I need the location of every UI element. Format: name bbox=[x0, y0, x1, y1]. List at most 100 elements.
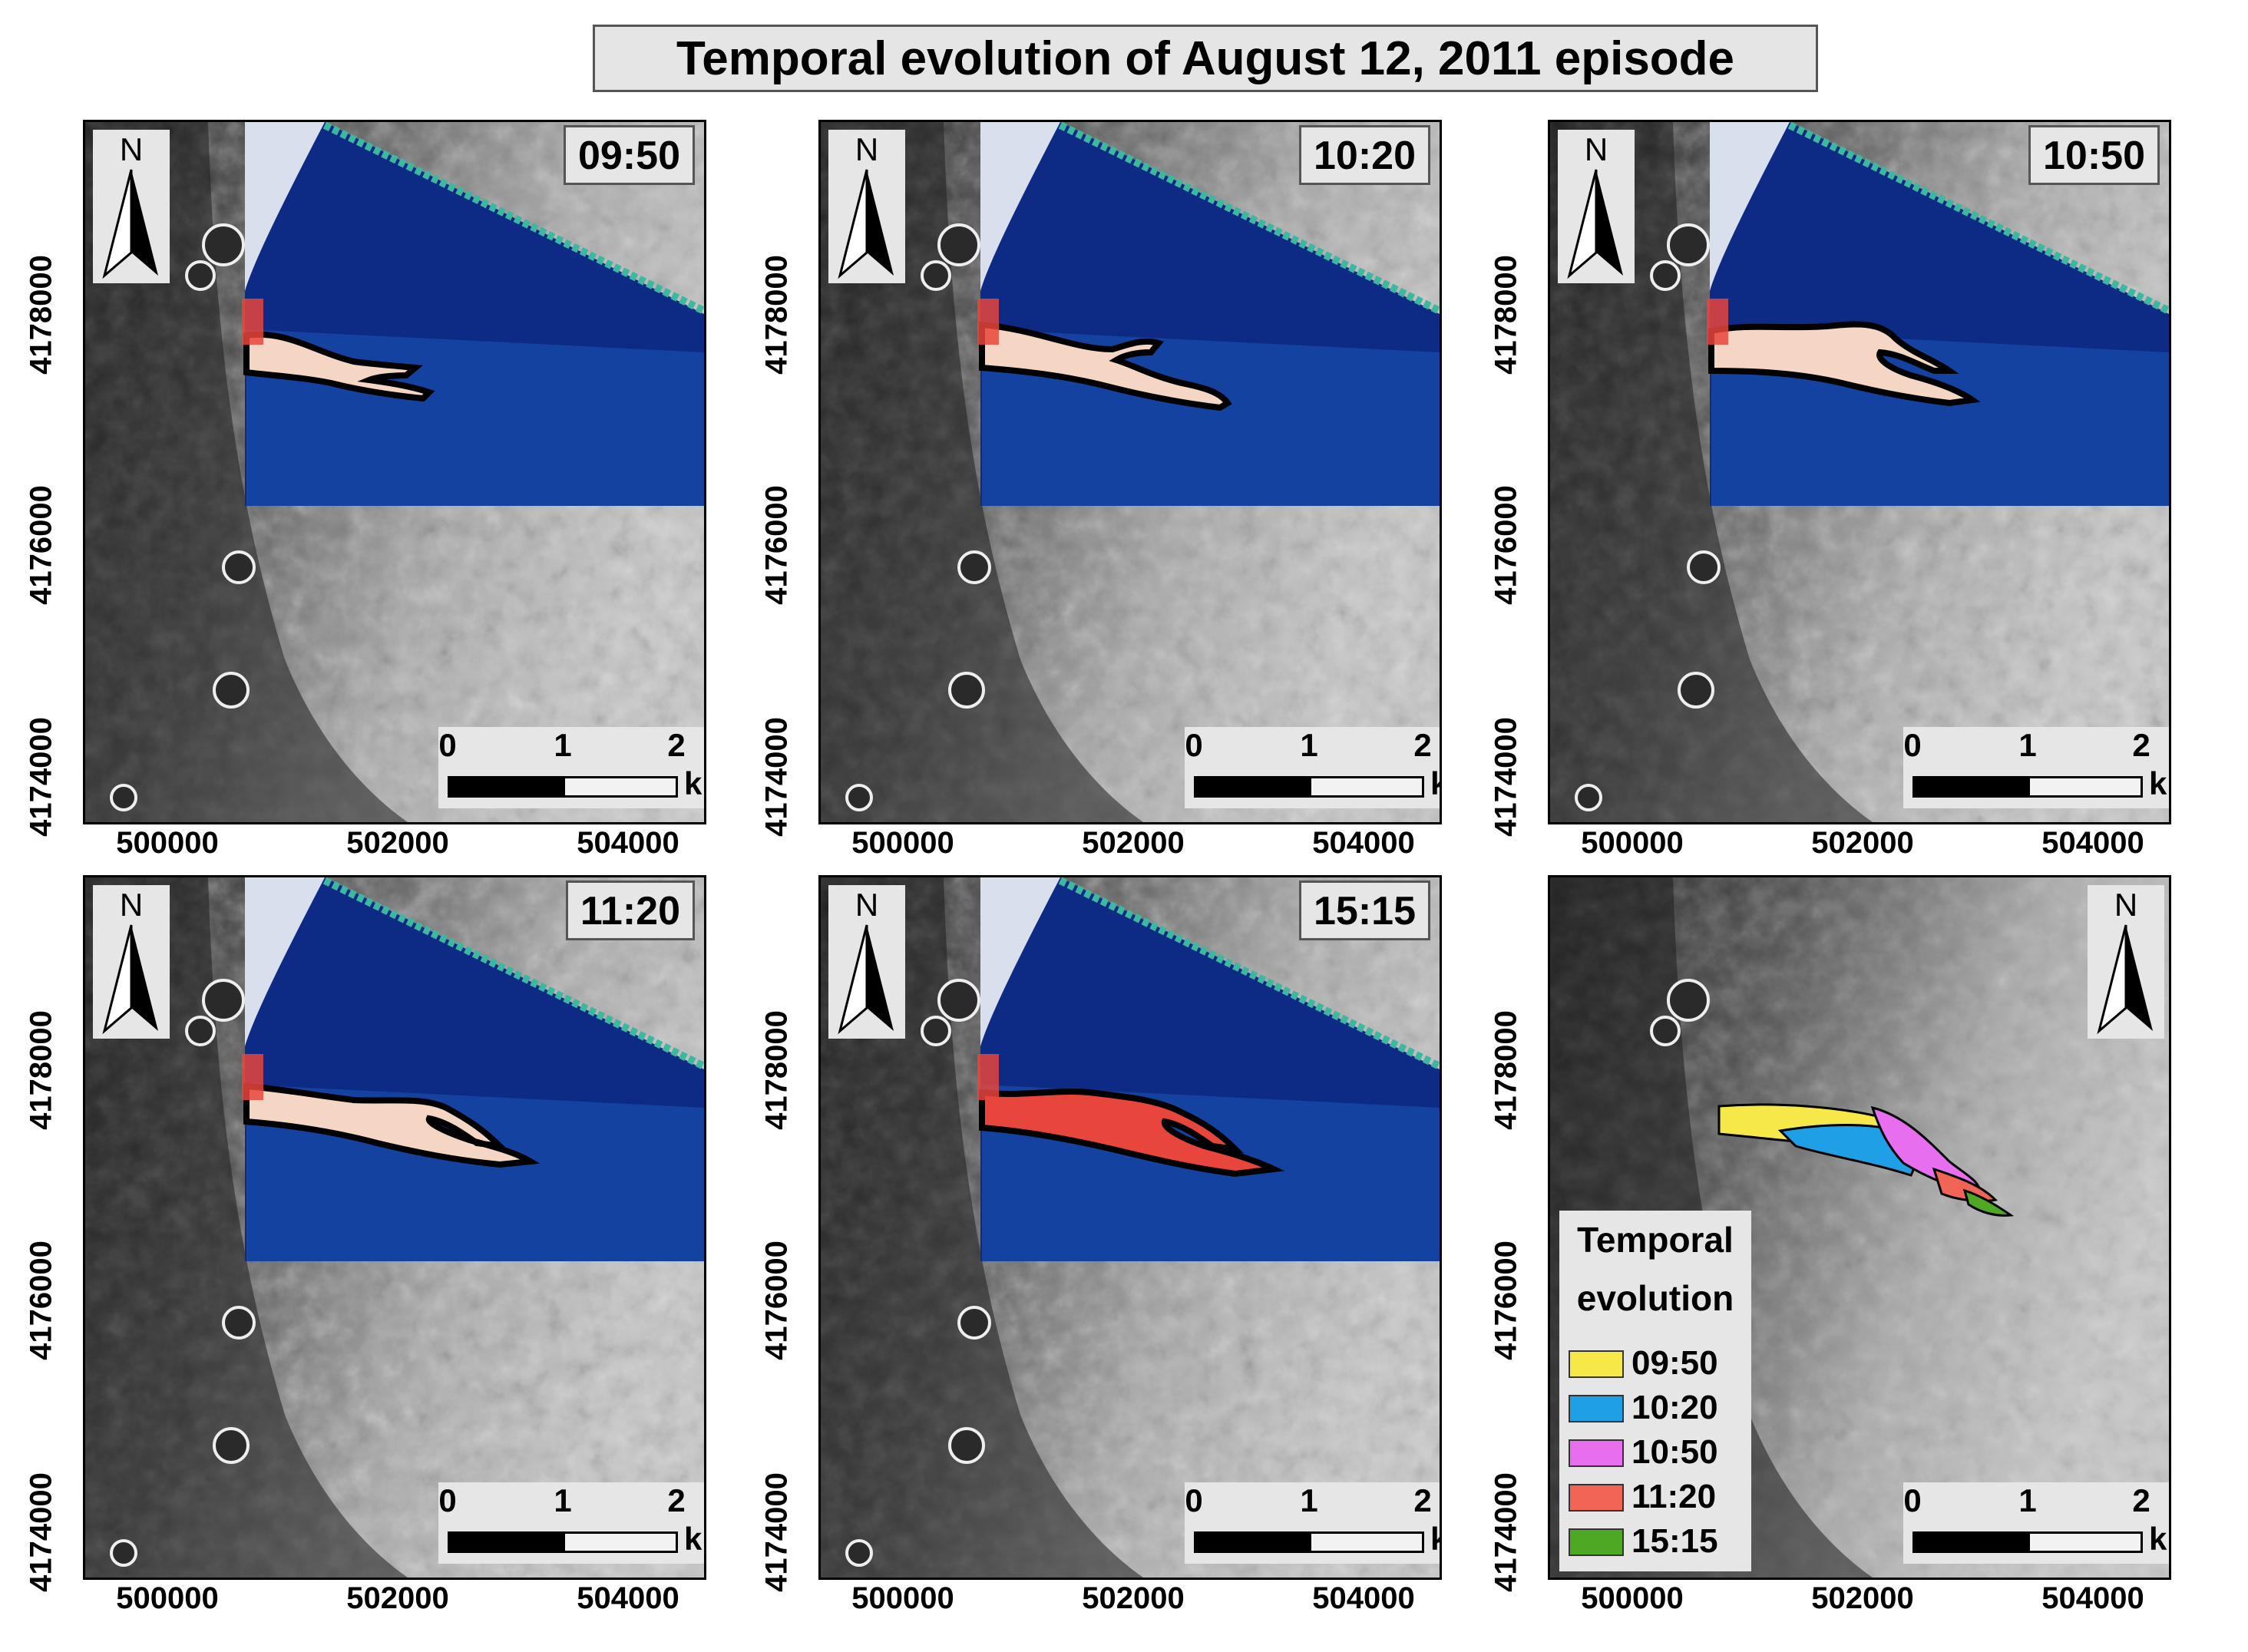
lava-flow-outline bbox=[243, 331, 435, 402]
map-area: N 09:50 0 1 2km bbox=[83, 120, 706, 824]
y-tick-label: 4176000 bbox=[759, 1241, 794, 1360]
map-panel: N 09:50 0 1 2km 4178000 4176000 4174000 500000 50… bbox=[0, 120, 706, 860]
crater bbox=[845, 1539, 873, 1567]
no-data-area bbox=[1710, 122, 1790, 291]
crater bbox=[948, 672, 985, 709]
no-data-area bbox=[980, 122, 1060, 291]
vent-hotspot bbox=[977, 1054, 999, 1100]
x-tick-label: 500000 bbox=[116, 826, 219, 860]
figure-title-box: Temporal evolution of August 12, 2011 ep… bbox=[593, 25, 1818, 92]
legend-swatch bbox=[1569, 1350, 1624, 1378]
scale-bar: 0 1 2km bbox=[438, 1482, 704, 1564]
north-arrow: N bbox=[93, 885, 170, 1039]
north-arrow: N bbox=[1558, 130, 1635, 283]
scale-tick-label: 2 bbox=[2132, 1482, 2150, 1518]
x-tick-label: 500000 bbox=[116, 1581, 219, 1615]
scale-tick-label: 0 bbox=[1903, 1482, 1922, 1518]
crater bbox=[1687, 550, 1721, 584]
crater bbox=[1650, 260, 1681, 291]
lava-field bbox=[821, 877, 1143, 1578]
map-svg bbox=[821, 877, 1440, 1578]
no-data-area bbox=[980, 877, 1060, 1046]
map-area: N 10:20 0 1 2km bbox=[818, 120, 1442, 824]
scale-tick-label: 1 bbox=[554, 1482, 572, 1518]
no-data-area bbox=[245, 122, 325, 291]
legend-label: 10:20 bbox=[1631, 1389, 1718, 1426]
scale-unit: km bbox=[1430, 765, 1440, 802]
north-arrow-icon bbox=[2097, 924, 2153, 1035]
scale-segment-black bbox=[1912, 1531, 2029, 1553]
x-tick-label: 504000 bbox=[577, 1581, 679, 1615]
no-data-area bbox=[245, 877, 325, 1046]
scale-unit: km bbox=[1430, 1521, 1440, 1558]
scale-tick-label: 1 bbox=[1300, 1482, 1318, 1518]
scale-tick-label: 1 bbox=[2018, 1482, 2037, 1518]
scale-tick-label: 1 bbox=[554, 727, 572, 763]
crater bbox=[957, 550, 991, 584]
lava-field bbox=[821, 122, 1143, 822]
map-panel: N 0 1 2km Temporal evolution 09:50 10:20 10:50 11… bbox=[1465, 875, 2171, 1615]
image-edge bbox=[1058, 877, 1440, 1070]
map-panel: N 15:15 0 1 2km 4178000 4176000 4174000 500000 50… bbox=[736, 875, 1442, 1615]
crater bbox=[845, 784, 873, 811]
north-arrow: N bbox=[828, 885, 905, 1039]
x-tick-label: 500000 bbox=[851, 826, 954, 860]
scale-unit: km bbox=[2149, 1521, 2169, 1557]
image-edge bbox=[322, 122, 704, 315]
crater bbox=[213, 672, 250, 709]
lava-field bbox=[85, 877, 408, 1578]
north-label: N bbox=[2114, 887, 2138, 923]
scale-tick-label: 2 bbox=[2132, 727, 2150, 763]
y-tick-label: 4178000 bbox=[24, 1010, 58, 1130]
legend-swatch bbox=[1569, 1484, 1624, 1512]
x-tick-label: 502000 bbox=[1811, 1581, 1914, 1615]
legend-title: Temporal bbox=[1577, 1220, 1734, 1260]
map-area: N 10:50 0 1 2km bbox=[1548, 120, 2171, 824]
north-label: N bbox=[1584, 131, 1608, 167]
north-arrow-icon bbox=[838, 924, 894, 1035]
y-tick-label: 4178000 bbox=[759, 1010, 794, 1130]
north-arrow-icon bbox=[102, 169, 158, 279]
time-label: 09:50 bbox=[564, 125, 695, 185]
scale-tick-label: 2 bbox=[667, 1482, 686, 1518]
scale-tick-label: 2 bbox=[667, 727, 686, 763]
y-tick-label: 4178000 bbox=[24, 255, 58, 375]
north-label: N bbox=[119, 887, 144, 923]
map-panel: N 10:20 0 1 2km 4178000 4176000 4174000 500000 50… bbox=[736, 120, 1442, 860]
lava-flow-outline bbox=[979, 321, 1232, 411]
x-tick-label: 502000 bbox=[1082, 1581, 1185, 1615]
legend-swatch bbox=[1569, 1395, 1624, 1422]
scale-tick-label: 0 bbox=[1185, 727, 1203, 763]
scale-unit: km bbox=[2149, 765, 2169, 801]
north-arrow: N bbox=[2088, 885, 2164, 1039]
map-area: N 15:15 0 1 2km bbox=[818, 875, 1442, 1580]
x-tick-label: 500000 bbox=[851, 1581, 954, 1615]
crater bbox=[185, 1016, 216, 1046]
vent-hotspot bbox=[1707, 299, 1728, 345]
time-label: 10:20 bbox=[1299, 125, 1430, 185]
x-tick-label: 504000 bbox=[2041, 1581, 2144, 1615]
y-tick-label: 4174000 bbox=[24, 1472, 58, 1592]
y-tick-label: 4174000 bbox=[24, 717, 58, 837]
crater bbox=[957, 1306, 991, 1340]
crater bbox=[1678, 672, 1714, 709]
map-svg bbox=[1550, 122, 2169, 822]
map-panel: N 10:50 0 1 2km 4178000 4176000 4174000 500000 50… bbox=[1465, 120, 2171, 860]
north-arrow: N bbox=[93, 130, 170, 283]
legend-flow-shape bbox=[1962, 1188, 2015, 1217]
x-tick-label: 502000 bbox=[1811, 826, 1914, 860]
y-tick-label: 4174000 bbox=[1489, 717, 1523, 837]
x-tick-label: 500000 bbox=[1581, 1581, 1684, 1615]
image-edge bbox=[1058, 122, 1440, 315]
scale-tick-label: 0 bbox=[438, 727, 457, 763]
map-svg bbox=[85, 877, 704, 1578]
lava-flow-outline bbox=[979, 1089, 1285, 1178]
north-arrow-icon bbox=[102, 924, 158, 1035]
scale-bar: 0 1 2km bbox=[1903, 1482, 2169, 1564]
vent-hotspot bbox=[242, 299, 263, 345]
scale-bar: 0 1 2km bbox=[438, 727, 704, 808]
north-arrow-icon bbox=[838, 169, 894, 279]
x-tick-label: 502000 bbox=[346, 826, 449, 860]
scale-tick-label: 1 bbox=[2018, 727, 2037, 763]
crater bbox=[937, 223, 980, 266]
